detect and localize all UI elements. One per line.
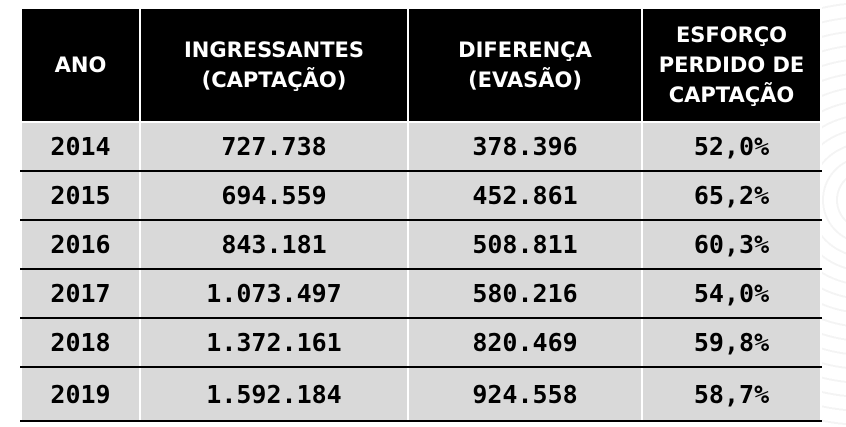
cell-ingressantes: 843.181 bbox=[139, 219, 409, 270]
cell-esforco: 59,8% bbox=[641, 317, 822, 368]
header-diferenca: DIFERENÇA (EVASÃO) bbox=[407, 7, 643, 123]
cell-diferenca: 452.861 bbox=[407, 170, 643, 221]
cell-diferenca: 580.216 bbox=[407, 268, 643, 319]
cell-esforco: 60,3% bbox=[641, 219, 822, 270]
cell-diferenca: 924.558 bbox=[407, 366, 643, 422]
table-row: 2019 1.592.184 924.558 58,7% bbox=[20, 366, 822, 422]
cell-ano: 2014 bbox=[20, 122, 141, 172]
header-diferenca-line-1: DIFERENÇA bbox=[458, 38, 592, 62]
header-esforco-line-1: ESFORÇO bbox=[675, 23, 788, 47]
table-row: 2018 1.372.161 820.469 59,8% bbox=[20, 317, 822, 368]
header-diferenca-line-2: (EVASÃO) bbox=[468, 68, 582, 92]
cell-ingressantes: 1.073.497 bbox=[139, 268, 409, 319]
cell-diferenca: 508.811 bbox=[407, 219, 643, 270]
cell-ingressantes: 727.738 bbox=[139, 122, 409, 172]
header-ingressantes-line-1: INGRESSANTES bbox=[183, 38, 365, 62]
table-row: 2014 727.738 378.396 52,0% bbox=[20, 122, 822, 172]
cell-ano: 2017 bbox=[20, 268, 141, 319]
cell-ano: 2015 bbox=[20, 170, 141, 221]
header-esforco-line-3: CAPTAÇÃO bbox=[668, 83, 795, 107]
table-row: 2015 694.559 452.861 65,2% bbox=[20, 170, 822, 221]
cell-ano: 2018 bbox=[20, 317, 141, 368]
header-esforco-line-2: PERDIDO DE bbox=[658, 53, 805, 77]
header-row: ANO INGRESSANTES (CAPTAÇÃO) DIFERENÇA (E… bbox=[20, 7, 822, 123]
header-ingressantes-line-2: (CAPTAÇÃO) bbox=[201, 68, 347, 92]
cell-esforco: 52,0% bbox=[641, 122, 822, 172]
cell-esforco: 65,2% bbox=[641, 170, 822, 221]
header-esforco: ESFORÇO PERDIDO DE CAPTAÇÃO bbox=[641, 7, 822, 123]
cell-diferenca: 820.469 bbox=[407, 317, 643, 368]
table-row: 2016 843.181 508.811 60,3% bbox=[20, 219, 822, 270]
data-table: ANO INGRESSANTES (CAPTAÇÃO) DIFERENÇA (E… bbox=[20, 7, 822, 422]
table-row: 2017 1.073.497 580.216 54,0% bbox=[20, 268, 822, 319]
cell-esforco: 54,0% bbox=[641, 268, 822, 319]
cell-ano: 2016 bbox=[20, 219, 141, 270]
cell-ano: 2019 bbox=[20, 366, 141, 422]
cell-ingressantes: 1.592.184 bbox=[139, 366, 409, 422]
cell-esforco: 58,7% bbox=[641, 366, 822, 422]
cell-ingressantes: 1.372.161 bbox=[139, 317, 409, 368]
header-ano: ANO bbox=[20, 7, 141, 123]
header-ingressantes: INGRESSANTES (CAPTAÇÃO) bbox=[139, 7, 409, 123]
cell-ingressantes: 694.559 bbox=[139, 170, 409, 221]
header-ano-line-1: ANO bbox=[54, 53, 107, 77]
cell-diferenca: 378.396 bbox=[407, 122, 643, 172]
